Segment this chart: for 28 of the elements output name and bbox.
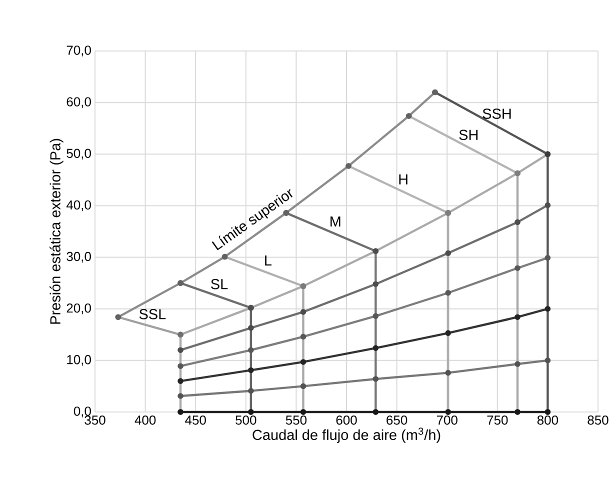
x-tick-label: 600 <box>336 416 357 425</box>
y-tick-label: 40,0 <box>66 200 91 212</box>
series-label: M <box>330 216 340 226</box>
x-tick-label: 450 <box>185 416 206 425</box>
y-tick-label: 60,0 <box>66 97 91 108</box>
y-tick-label: 20,0 <box>66 303 91 314</box>
x-tick-label: 800 <box>537 416 558 425</box>
x-tick-label: 500 <box>236 416 256 425</box>
x-axis-title: Caudal de flujo de aire (m$^{3}$/h) <box>252 428 440 443</box>
y-axis-title: Presión estática exterior (Pa) <box>50 138 64 324</box>
y-tick-label: 30,0 <box>66 252 91 263</box>
x-tick-label: 650 <box>386 416 408 425</box>
series-label: SL <box>211 278 228 290</box>
y-tick-label: 0,0 <box>74 406 91 418</box>
x-tick-label: 750 <box>487 416 508 425</box>
x-tick-label: 850 <box>588 416 608 425</box>
y-tick-label: 10,0 <box>67 355 91 366</box>
series-label: SSH <box>482 108 511 119</box>
series-label: L <box>265 256 272 266</box>
x-tick-label: 700 <box>436 416 458 425</box>
y-tick-label: 50,0 <box>66 148 91 160</box>
series-label: H <box>399 174 408 184</box>
x-tick-label: 350 <box>84 416 106 425</box>
x-tick-label: 400 <box>134 416 156 425</box>
series-label: SH <box>459 130 478 140</box>
y-tick-label: 70,0 <box>66 46 91 56</box>
series-label: SSL <box>139 309 166 320</box>
x-tick-label: 550 <box>286 416 307 425</box>
